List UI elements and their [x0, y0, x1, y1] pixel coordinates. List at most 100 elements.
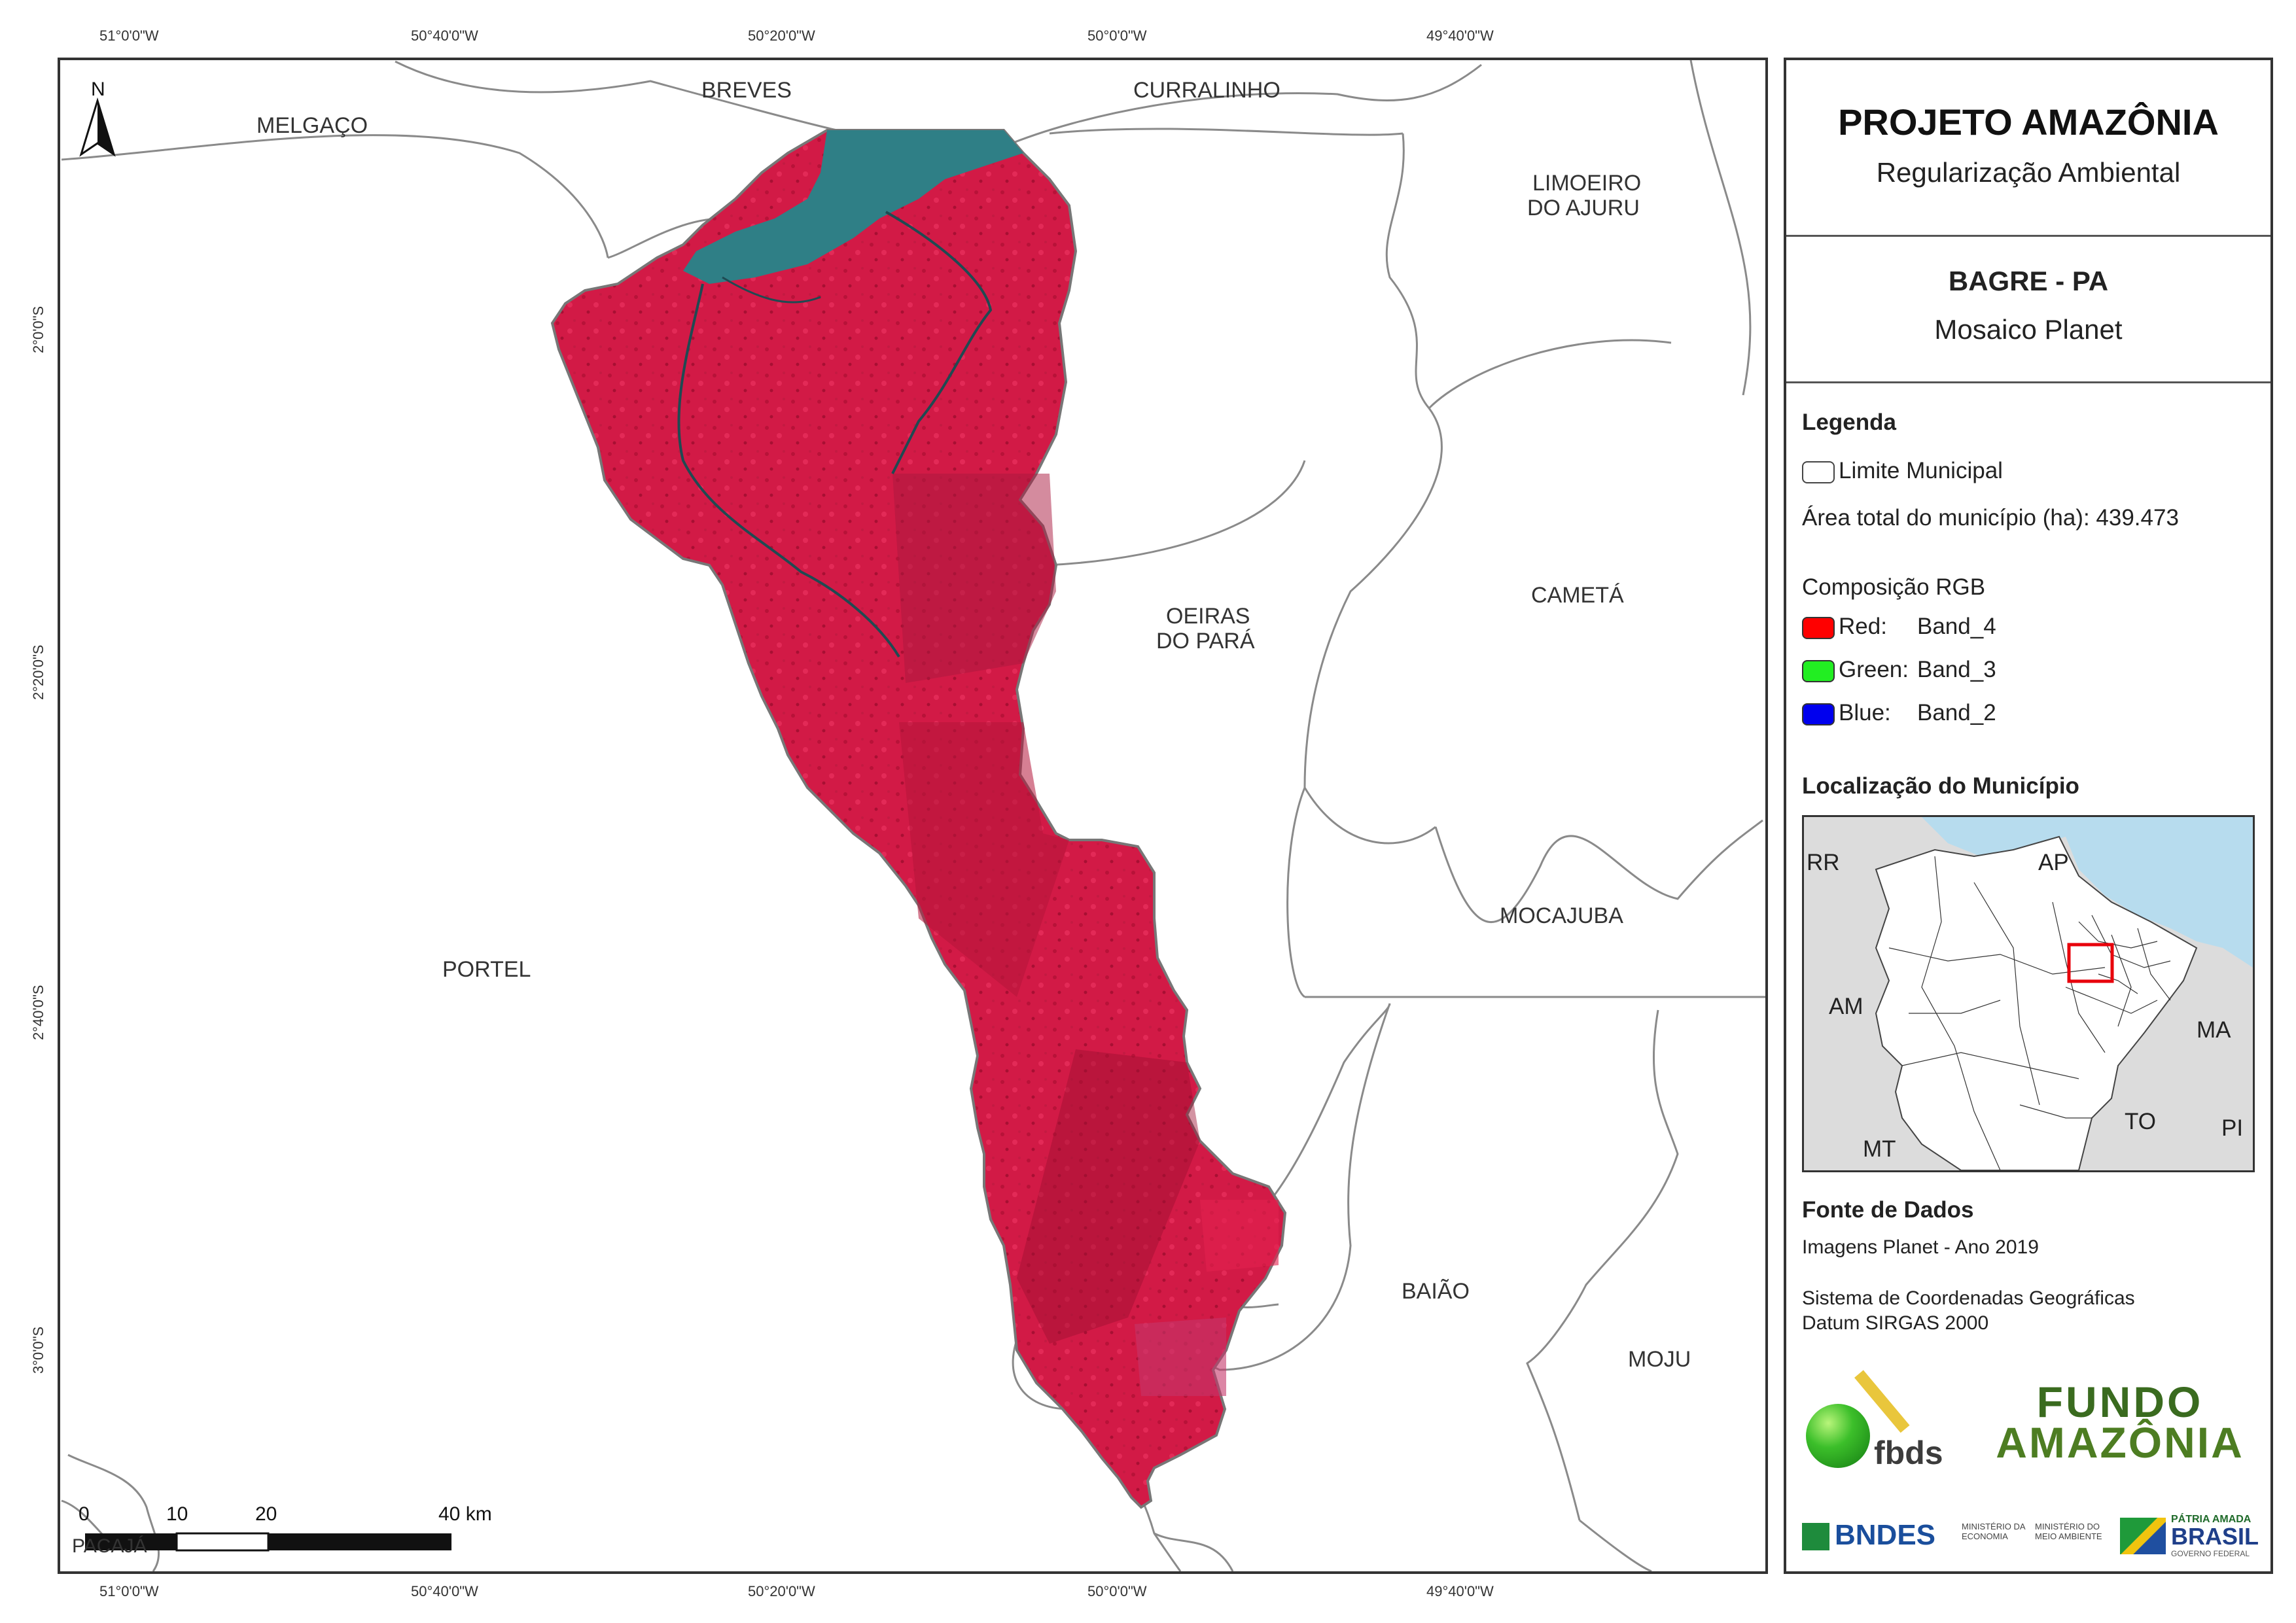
- sea-area: [1922, 817, 2253, 968]
- sources-line-3: Datum SIRGAS 2000: [1802, 1312, 1989, 1334]
- coord-left-1: 2°0'0"S: [30, 305, 46, 353]
- bndes-icon: [1802, 1523, 1829, 1551]
- scale-label-0: 0: [79, 1503, 90, 1525]
- brasil-text: BRASIL: [2171, 1523, 2259, 1550]
- place-portel: PORTEL: [442, 957, 531, 982]
- fbds-globe-icon: [1806, 1404, 1870, 1468]
- title-section: PROJETO AMAZÔNIA Regularização Ambiental: [1786, 60, 2270, 237]
- blue-label: Blue:: [1839, 700, 1891, 725]
- location-heading: Localização do Município: [1802, 773, 2079, 799]
- coord-top-1: 51°0'0"W: [99, 27, 159, 44]
- min-amb-line-1: MINISTÉRIO DO: [2035, 1522, 2100, 1531]
- area-total: Área total do município (ha): 439.473: [1802, 505, 2179, 531]
- map-frame[interactable]: N 0 10 20 40 km MELGAÇO BREVES CURRALINH…: [58, 58, 1768, 1574]
- legend-item-boundary: Limite Municipal: [1802, 458, 2003, 484]
- legend-heading: Legenda: [1802, 410, 1896, 435]
- coord-bottom-1: 51°0'0"W: [99, 1583, 159, 1599]
- coord-top-2: 50°40'0"W: [411, 27, 478, 44]
- coord-bottom-2: 50°40'0"W: [411, 1583, 478, 1599]
- green-swatch: [1802, 659, 1835, 682]
- coord-top-5: 49°40'0"W: [1426, 27, 1494, 44]
- municipality-section: BAGRE - PA Mosaico Planet: [1786, 237, 2270, 383]
- state-rr: RR: [1807, 850, 1840, 875]
- place-moju: MOJU: [1628, 1347, 1691, 1372]
- coord-left-2: 2°20'0"S: [30, 644, 46, 700]
- state-ap: AP: [2038, 850, 2069, 875]
- red-band: Band_4: [1917, 614, 1996, 639]
- state-am: AM: [1829, 994, 1863, 1019]
- north-arrow-icon: [79, 97, 116, 157]
- locator-municipalities: [1888, 856, 2171, 1170]
- blue-swatch: [1802, 703, 1835, 725]
- scale-label-10: 10: [166, 1503, 188, 1525]
- coord-bottom-4: 50°0'0"W: [1087, 1583, 1147, 1599]
- locator-map-svg: [1875, 817, 2253, 1170]
- amazonia-text: AMAZÔNIA: [1996, 1418, 2244, 1467]
- sources-line-1: Imagens Planet - Ano 2019: [1802, 1236, 2039, 1258]
- boundary-swatch: [1802, 461, 1835, 483]
- para-state: [1875, 835, 2198, 1170]
- place-cameta: CAMETÁ: [1531, 583, 1624, 608]
- coord-top-4: 50°0'0"W: [1087, 27, 1147, 44]
- boundary-label: Limite Municipal: [1839, 458, 2003, 483]
- info-panel: PROJETO AMAZÔNIA Regularização Ambiental…: [1784, 58, 2273, 1574]
- ministerio-economia: MINISTÉRIO DA ECONOMIA: [1962, 1522, 2026, 1541]
- map-canvas[interactable]: N: [60, 60, 1765, 1571]
- scale-label-20: 20: [255, 1503, 277, 1525]
- legend-section: Legenda Limite Municipal Área total do m…: [1786, 383, 2270, 1574]
- legend-band-blue: Blue: Band_2: [1802, 700, 1996, 726]
- coord-top-3: 50°20'0"W: [748, 27, 815, 44]
- municipality-name: BAGRE - PA: [1948, 266, 2109, 296]
- bndes-text: BNDES: [1835, 1519, 1936, 1551]
- place-breves: BREVES: [701, 78, 792, 103]
- governo-flag-icon: [2120, 1518, 2166, 1554]
- place-oeiras-2: DO PARÁ: [1156, 629, 1255, 654]
- sources-heading: Fonte de Dados: [1802, 1197, 1974, 1223]
- governo-logo: PÁTRIA AMADA BRASIL GOVERNO FEDERAL: [2120, 1514, 2259, 1560]
- coord-left-4: 3°0'0"S: [30, 1326, 46, 1374]
- coord-bottom-5: 49°40'0"W: [1426, 1583, 1494, 1599]
- fbds-text: fbds: [1874, 1435, 1943, 1471]
- blue-band: Band_2: [1917, 700, 1996, 725]
- ministerio-ambiente: MINISTÉRIO DO MEIO AMBIENTE: [2035, 1522, 2102, 1541]
- min-amb-line-2: MEIO AMBIENTE: [2035, 1531, 2102, 1541]
- fundo-amazonia-logo: FUNDO AMAZÔNIA: [1983, 1378, 2257, 1473]
- governo-text: GOVERNO FEDERAL: [2171, 1549, 2250, 1558]
- page-title: PROJETO AMAZÔNIA: [1838, 101, 2219, 143]
- page-subtitle: Regularização Ambiental: [1876, 157, 2181, 188]
- coord-left-3: 2°40'0"S: [30, 985, 46, 1040]
- bagre-imagery[interactable]: [550, 129, 1287, 1509]
- place-baiao: BAIÃO: [1402, 1279, 1470, 1304]
- place-oeiras-1: OEIRAS: [1166, 604, 1250, 629]
- north-label: N: [91, 79, 105, 100]
- coord-bottom-3: 50°20'0"W: [748, 1583, 815, 1599]
- state-mt: MT: [1863, 1136, 1896, 1162]
- state-pi: PI: [2221, 1115, 2244, 1141]
- legend-band-red: Red: Band_4: [1802, 614, 1996, 640]
- state-to: TO: [2125, 1109, 2156, 1134]
- legend-band-green: Green: Band_3: [1802, 657, 1996, 683]
- place-melgaco: MELGAÇO: [256, 113, 368, 138]
- min-eco-line-2: ECONOMIA: [1962, 1531, 2008, 1541]
- place-limoeiro-2: DO AJURU: [1527, 196, 1640, 220]
- scale-bar: [85, 1532, 451, 1552]
- locator-map[interactable]: RR AP AM MA TO PI MT: [1802, 815, 2255, 1172]
- place-pacaja: PACAJÁ: [72, 1535, 147, 1557]
- scale-label-40: 40 km: [438, 1503, 492, 1525]
- min-eco-line-1: MINISTÉRIO DA: [1962, 1522, 2026, 1531]
- place-limoeiro-1: LIMOEIRO: [1532, 171, 1642, 196]
- rgb-heading: Composição RGB: [1802, 574, 1986, 600]
- product-name: Mosaico Planet: [1934, 314, 2123, 345]
- green-band: Band_3: [1917, 657, 1996, 682]
- green-label: Green:: [1839, 657, 1909, 682]
- bndes-logo: BNDES: [1802, 1519, 1935, 1552]
- state-ma: MA: [2197, 1017, 2231, 1043]
- red-swatch: [1802, 616, 1835, 639]
- patria-text: PÁTRIA AMADA: [2171, 1514, 2252, 1525]
- fundo-text: FUNDO: [2036, 1378, 2204, 1426]
- fbds-logo: fbds: [1802, 1370, 1952, 1471]
- red-label: Red:: [1839, 614, 1887, 639]
- place-curralinho: CURRALINHO: [1133, 78, 1280, 103]
- place-mocajuba: MOCAJUBA: [1500, 903, 1623, 928]
- sources-line-2: Sistema de Coordenadas Geográficas: [1802, 1287, 2135, 1309]
